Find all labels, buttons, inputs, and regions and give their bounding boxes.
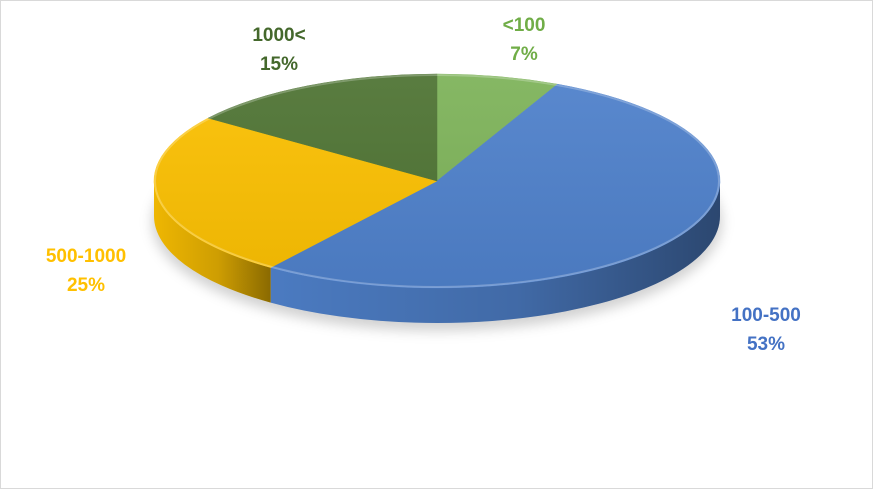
data-label-category: 500-1000 <box>45 246 127 267</box>
pie-side-shade-100-500 <box>270 181 720 323</box>
data-label-category: 100-500 <box>731 305 801 326</box>
data-label-percent: 15% <box>259 54 299 75</box>
data-label-500-1000: 500-1000 25% <box>21 242 151 300</box>
data-label-100-500: 100-500 53% <box>711 301 821 359</box>
data-label-percent: 25% <box>66 275 106 296</box>
data-label-category: 1000< <box>252 25 306 46</box>
data-label-lt100: <100 7% <box>479 11 569 69</box>
data-label-percent: 7% <box>510 44 538 65</box>
pie-side-shade-500-1000 <box>154 181 271 303</box>
data-label-percent: 53% <box>746 334 786 355</box>
data-label-category: <100 <box>502 15 546 36</box>
data-label-1000-plus: 1000< 15% <box>229 21 329 79</box>
pie-top-highlight <box>154 74 720 288</box>
